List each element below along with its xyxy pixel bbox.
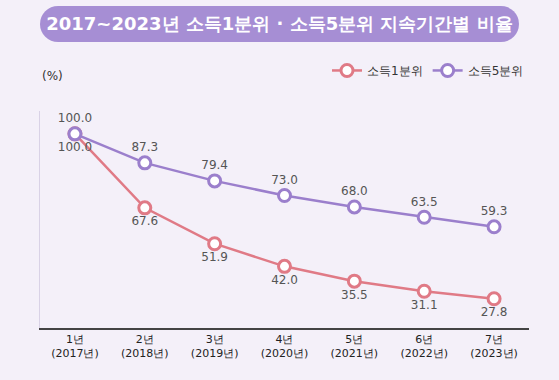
- svg-text:27.8: 27.8: [481, 305, 508, 319]
- svg-text:(%): (%): [42, 69, 63, 83]
- svg-text:63.5: 63.5: [411, 195, 438, 209]
- svg-text:79.4: 79.4: [201, 158, 228, 172]
- svg-text:87.3: 87.3: [131, 140, 158, 154]
- svg-text:42.0: 42.0: [271, 273, 298, 287]
- svg-text:소득1분위: 소득1분위: [367, 64, 423, 78]
- svg-text:6년(2022년): 6년(2022년): [400, 333, 448, 360]
- svg-text:31.1: 31.1: [411, 298, 438, 312]
- svg-text:100.0: 100.0: [58, 140, 92, 154]
- svg-text:소득5분위: 소득5분위: [468, 64, 524, 78]
- svg-text:100.0: 100.0: [58, 111, 92, 125]
- html-text:2017~2023년 소득1분위 · 소득5분위 지속기간별: 2017~2023년 소득1분위 · 소득5분위 지속기간별 비율: [46, 13, 513, 34]
- svg-text:59.3: 59.3: [481, 204, 508, 218]
- svg-text:4년(2020년): 4년(2020년): [261, 333, 309, 360]
- svg-text:5년(2021년): 5년(2021년): [331, 333, 379, 360]
- svg-text:3년(2019년): 3년(2019년): [191, 333, 239, 360]
- svg-text:51.9: 51.9: [201, 250, 228, 264]
- svg-text:1년(2017년): 1년(2017년): [51, 333, 99, 360]
- svg-text:73.0: 73.0: [271, 173, 298, 187]
- svg-text:2년(2018년): 2년(2018년): [121, 333, 169, 360]
- svg-text:68.0: 68.0: [341, 184, 368, 198]
- svg-text:67.6: 67.6: [131, 214, 158, 228]
- svg-text:35.5: 35.5: [341, 288, 368, 302]
- svg-text:7년(2023년): 7년(2023년): [470, 333, 518, 360]
